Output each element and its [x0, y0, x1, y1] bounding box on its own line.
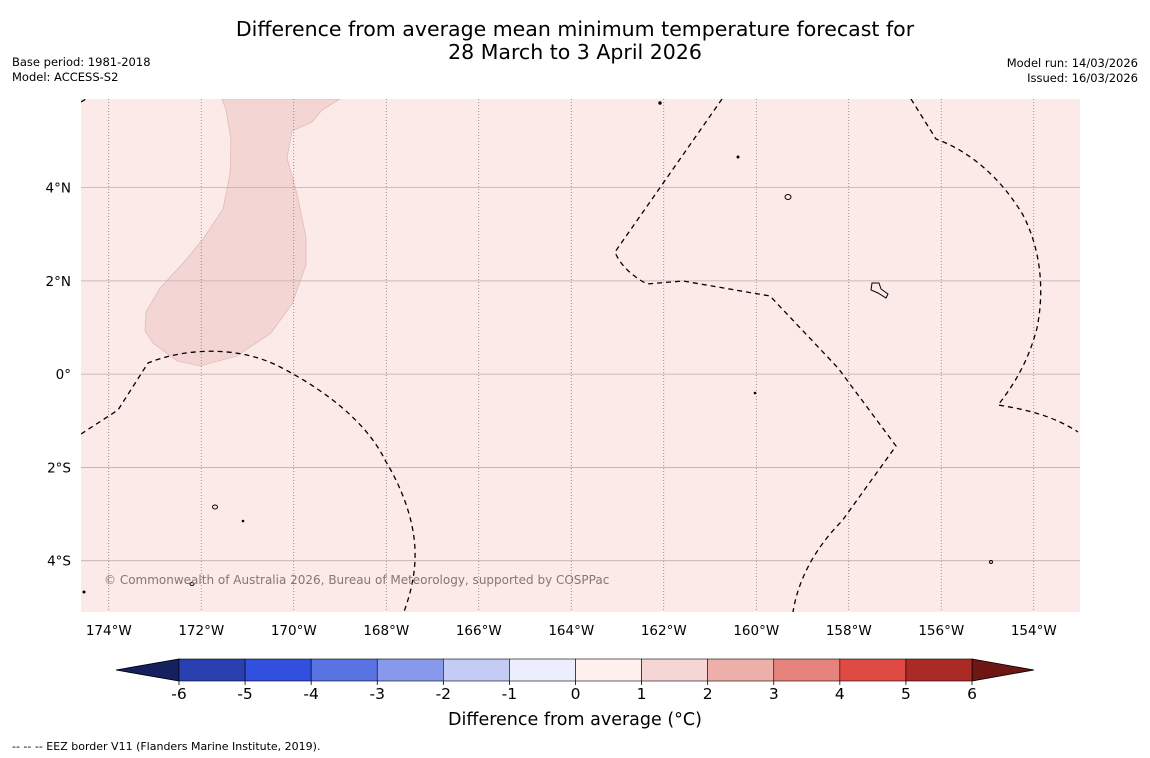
colorbar-tick-label: -4: [303, 685, 318, 703]
colorbar-tick-label: 3: [769, 685, 779, 703]
eez-border-east: [910, 99, 1079, 433]
island: [241, 519, 245, 523]
islands: [82, 101, 993, 594]
colorbar: -6 -5 -4 -3 -2 -1 0 1 2 3 4 5 6: [115, 658, 1035, 703]
island: [82, 590, 86, 594]
anomaly-region-1-to-2: [144, 99, 341, 367]
colorbar-tick-label: -5: [237, 685, 252, 703]
eez-footnote: -- -- -- EEZ border V11 (Flanders Marine…: [12, 740, 321, 753]
colorbar-segment: [575, 658, 642, 682]
colorbar-segment: [839, 658, 907, 682]
latitude-labels: 4°N 2°N 0° 2°S 4°S: [46, 181, 71, 570]
latitude-label: 0°: [56, 367, 71, 383]
title-line-1: Difference from average mean minimum tem…: [235, 17, 915, 41]
colorbar-tick-label: -6: [171, 685, 186, 703]
colorbar-segment: [707, 658, 775, 682]
island: [753, 391, 757, 395]
colorbar-label: Difference from average (°C): [448, 710, 702, 730]
island: [212, 504, 218, 510]
longitude-label: 168°W: [363, 623, 409, 639]
map-gridlines: [81, 99, 1080, 612]
colorbar-under-arrow: [115, 658, 180, 682]
longitude-label: 160°W: [733, 623, 779, 639]
colorbar-segment: [376, 658, 444, 682]
eez-border-corner: [81, 99, 87, 103]
latitude-label: 4°S: [47, 554, 71, 570]
longitude-label: 154°W: [1011, 623, 1057, 639]
colorbar-over-arrow: [971, 658, 1035, 682]
model-name: Model: ACCESS-S2: [12, 70, 119, 84]
colorbar-tick-label: 0: [571, 685, 581, 703]
issued-date: Issued: 16/03/2026: [1027, 71, 1138, 85]
colorbar-segment: [244, 658, 312, 682]
colorbar-segment: [773, 658, 841, 682]
latitude-label: 2°N: [46, 274, 71, 290]
colorbar-segment: [310, 658, 378, 682]
island-kiritimati: [870, 282, 889, 299]
colorbar-tick-label: 1: [637, 685, 647, 703]
colorbar-segment: [509, 658, 576, 682]
longitude-label: 174°W: [86, 623, 132, 639]
colorbar-tick-label: 2: [703, 685, 713, 703]
colorbar-tick-label: 6: [967, 685, 977, 703]
longitude-label: 162°W: [641, 623, 687, 639]
colorbar-segment: [641, 658, 708, 682]
colorbar-segment: [178, 658, 246, 682]
island: [736, 155, 740, 159]
eez-border-west: [81, 350, 416, 612]
longitude-labels: 174°W 172°W 170°W 168°W 166°W 164°W 162°W 160°W…: [86, 623, 1057, 639]
colorbar-tick-label: -1: [502, 685, 517, 703]
colorbar-tick-label: 5: [901, 685, 911, 703]
colorbar-segment: [443, 658, 510, 682]
longitude-label: 158°W: [826, 623, 872, 639]
latitude-label: 2°S: [47, 460, 71, 476]
title-line-2: 28 March to 3 April 2026: [448, 40, 702, 64]
island: [989, 560, 993, 564]
longitude-label: 170°W: [271, 623, 317, 639]
copyright-notice: © Commonwealth of Australia 2026, Bureau…: [104, 573, 609, 587]
eez-border-central: [614, 99, 897, 612]
longitude-label: 172°W: [178, 623, 224, 639]
colorbar-segment: [905, 658, 973, 682]
eez-borders: [81, 99, 1079, 612]
model-run: Model run: 14/03/2026: [1006, 56, 1138, 70]
longitude-label: 164°W: [548, 623, 594, 639]
meta-left: Base period: 1981-2018 Model: ACCESS-S2: [12, 55, 151, 85]
meta-right: Model run: 14/03/2026 Issued: 16/03/2026: [1007, 56, 1138, 86]
island: [784, 194, 792, 200]
base-period: Base period: 1981-2018: [12, 55, 151, 69]
colorbar-tick-label: -2: [436, 685, 451, 703]
colorbar-tick-label: 4: [835, 685, 845, 703]
chart-title: Difference from average mean minimum tem…: [0, 18, 1150, 64]
longitude-label: 156°W: [918, 623, 964, 639]
island: [189, 582, 195, 586]
island: [658, 101, 662, 105]
longitude-label: 166°W: [456, 623, 502, 639]
colorbar-tick-label: -3: [370, 685, 385, 703]
latitude-label: 4°N: [46, 181, 71, 197]
